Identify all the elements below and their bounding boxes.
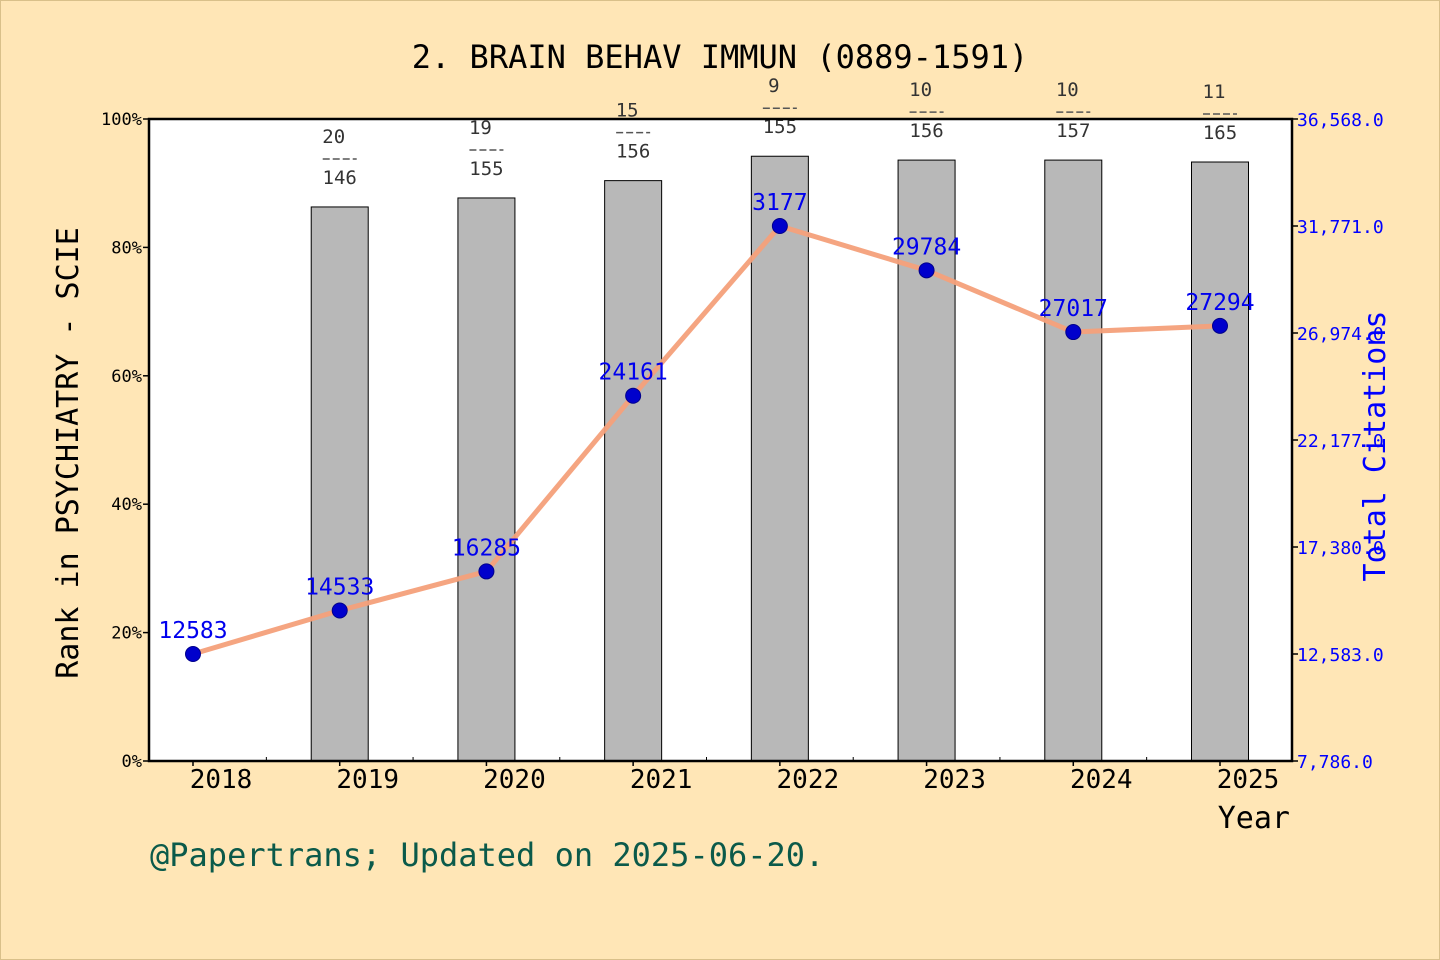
- left-tick-label: 100%: [101, 110, 142, 130]
- citations-point-2024: [1065, 324, 1082, 341]
- rank-label-2024: 10: [1056, 79, 1079, 101]
- rank-label-2019: 20: [322, 126, 345, 148]
- right-axis: 7,786.0 12,583.0 17,380.0 22,177.0 26,974.0 3…: [1292, 110, 1384, 773]
- rank-label-2022: 9: [768, 75, 779, 97]
- right-tick-label: 17,380.0: [1297, 538, 1384, 559]
- left-axis-label: Rank in PSYCHIATRY - SCIE: [51, 227, 86, 679]
- chart-title: 2. BRAIN BEHAV IMMUN (0889-1591): [412, 38, 1029, 76]
- left-tick-label: 40%: [111, 495, 142, 515]
- citations-line-layer: 12583 14533 16285 24161 3177 29784 27017 27294: [158, 190, 1255, 662]
- rank-total-label-2021: 156: [616, 141, 650, 163]
- right-tick-label: 36,568.0: [1297, 110, 1384, 131]
- citations-point-2025: [1212, 317, 1228, 334]
- citations-label-2025: 27294: [1185, 290, 1254, 316]
- citations-label-2019: 14533: [305, 575, 374, 601]
- rank-total-label-2024: 157: [1056, 120, 1090, 142]
- rank-label-2021: 15: [616, 100, 639, 122]
- bars-layer: [310, 155, 1249, 762]
- rank-bar-2025: [1191, 161, 1249, 762]
- rank-bar-2020: [457, 197, 516, 762]
- x-tick-label-2020: 2020: [483, 765, 546, 795]
- citations-point-2020: [478, 563, 495, 580]
- rank-total-label-2023: 156: [909, 120, 943, 142]
- x-tick-label-2023: 2023: [923, 765, 986, 795]
- citations-label-2021: 24161: [599, 360, 668, 386]
- citations-point-2019: [331, 602, 348, 619]
- rank-total-label-2025: 165: [1203, 122, 1237, 144]
- rank-total-label-2020: 155: [469, 158, 503, 180]
- footer-note: @Papertrans; Updated on 2025-06-20.: [150, 836, 824, 874]
- x-axis: 2018 2019 2020 2021 2022 2023 2024 2025: [190, 757, 1280, 795]
- citations-label-2023: 29784: [892, 234, 961, 260]
- x-tick-label-2018: 2018: [190, 765, 253, 795]
- rank-label-2020: 19: [469, 117, 492, 139]
- x-tick-label-2022: 2022: [777, 765, 840, 795]
- right-tick-label: 12,583.0: [1297, 645, 1384, 666]
- x-tick-label-2019: 2019: [336, 765, 399, 795]
- citations-point-2022: [771, 218, 788, 234]
- rank-labels-layer: 20 146 19 155 15 156 9 155 10 156 10 157 11 165: [322, 75, 1237, 189]
- rank-total-label-2022: 155: [763, 116, 797, 138]
- x-tick-label-2021: 2021: [630, 765, 693, 795]
- rank-label-2023: 10: [909, 79, 932, 101]
- citations-label-2024: 27017: [1039, 296, 1108, 322]
- citations-label-2022: 3177: [752, 190, 807, 216]
- citations-point-2018: [185, 646, 201, 662]
- citations-point-2023: [918, 262, 935, 279]
- citations-point-2021: [625, 387, 642, 404]
- left-tick-label: 0%: [122, 752, 142, 772]
- x-tick-label-2025: 2025: [1217, 765, 1280, 795]
- x-axis-label: Year: [1218, 801, 1290, 836]
- left-tick-label: 80%: [111, 238, 142, 258]
- citations-label-2020: 16285: [452, 535, 521, 561]
- x-tick-label-2024: 2024: [1070, 765, 1133, 795]
- rank-bar-2021: [604, 180, 663, 762]
- citations-line: [192, 223, 1221, 657]
- left-axis: 0% 20% 40% 60% 80% 100%: [101, 110, 149, 772]
- right-tick-label: 26,974.0: [1297, 324, 1384, 345]
- rank-bar-2024: [1044, 159, 1103, 762]
- rank-bar-2019: [310, 206, 369, 762]
- rank-total-label-2019: 146: [323, 167, 357, 189]
- right-tick-label: 31,771.0: [1297, 217, 1384, 238]
- right-axis-label: Total Citations: [1358, 311, 1393, 582]
- right-tick-label: 7,786.0: [1297, 752, 1373, 773]
- left-tick-label: 60%: [111, 367, 142, 387]
- left-tick-label: 20%: [111, 624, 142, 644]
- right-tick-label: 22,177.0: [1297, 431, 1384, 452]
- rank-label-2025: 11: [1203, 81, 1226, 103]
- citations-label-2018: 12583: [158, 618, 227, 644]
